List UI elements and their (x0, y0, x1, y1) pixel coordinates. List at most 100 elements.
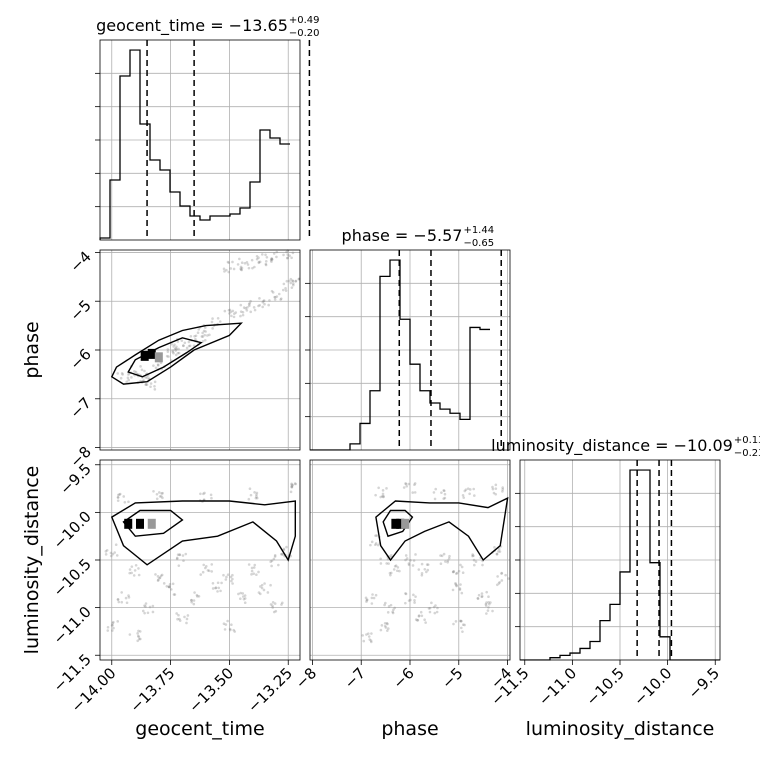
sample-point (176, 340, 180, 343)
sample-point (180, 339, 184, 342)
sample-point (374, 542, 378, 545)
sample-point (270, 257, 273, 260)
sample-point (239, 267, 243, 271)
sample-point (250, 258, 254, 262)
sample-point (249, 310, 253, 314)
sample-point (133, 569, 137, 572)
sample-point (365, 600, 368, 603)
sample-point (442, 489, 446, 492)
sample-point (177, 351, 181, 355)
panel-frame-geocent_time (99, 39, 301, 241)
sample-point (290, 483, 294, 487)
sample-point (110, 629, 114, 632)
sample-point (174, 353, 178, 357)
sample-point (386, 622, 389, 626)
sample-point (243, 261, 247, 265)
contour-outer (110, 322, 243, 385)
sample-point (485, 612, 488, 615)
sample-point (259, 585, 262, 588)
sample-point (480, 595, 484, 599)
sample-point (197, 595, 201, 598)
sample-point (172, 593, 176, 596)
sample-point (279, 298, 282, 301)
sample-point (407, 562, 411, 565)
sample-point (128, 568, 132, 571)
sample-point (232, 628, 236, 632)
sample-point (487, 595, 490, 599)
sample-point (183, 615, 186, 619)
sample-point (153, 380, 157, 384)
sample-point (383, 621, 387, 625)
sample-point (116, 598, 120, 601)
sample-point (407, 563, 411, 567)
sample-point (250, 573, 253, 576)
sample-point (241, 313, 245, 317)
sample-point (392, 568, 396, 571)
sample-point (455, 584, 458, 588)
sample-point (294, 482, 297, 486)
sample-point (137, 637, 141, 641)
sample-point (433, 497, 437, 501)
sample-point (176, 553, 180, 556)
sample-point (271, 291, 275, 294)
sample-point (208, 333, 211, 337)
sample-point (252, 566, 256, 569)
sample-point (287, 279, 291, 283)
sample-point (170, 342, 173, 346)
sample-point (242, 306, 246, 309)
sample-point (229, 310, 233, 314)
sample-point (197, 328, 201, 331)
sample-point (160, 573, 164, 577)
sample-point (172, 345, 175, 348)
sample-point (214, 586, 217, 590)
sample-point (118, 492, 122, 496)
sample-point (463, 623, 466, 627)
sample-point (290, 485, 294, 489)
sample-point (152, 364, 155, 367)
sample-point (137, 573, 141, 577)
sample-point (500, 571, 504, 575)
sample-point (485, 590, 488, 594)
sample-point (120, 600, 124, 604)
sample-point (426, 563, 430, 566)
sample-point (484, 604, 488, 607)
sample-point (114, 543, 118, 546)
sample-point (424, 621, 427, 624)
sample-point (246, 306, 249, 309)
sample-point (369, 639, 373, 642)
sample-point (214, 586, 218, 590)
sample-point (156, 363, 160, 366)
sample-point (226, 619, 229, 623)
sample-point (195, 593, 199, 597)
sample-point (430, 601, 433, 605)
sample-point (494, 483, 498, 487)
sample-point (230, 623, 233, 627)
sample-point (261, 305, 264, 309)
sample-point (201, 339, 205, 343)
sample-point (409, 558, 412, 562)
sample-point (173, 347, 177, 351)
sample-point (253, 265, 256, 269)
sample-point (272, 610, 276, 614)
sample-point (109, 551, 113, 555)
sample-point (291, 279, 294, 282)
sample-point (286, 253, 290, 256)
sample-point (151, 610, 155, 614)
sample-point (230, 314, 233, 318)
sample-point (134, 370, 138, 374)
title-plus-luminosity_distance: +0.13 (734, 435, 760, 446)
sample-point (206, 569, 210, 572)
sample-point (474, 560, 478, 563)
sample-point (143, 604, 146, 607)
y-tick-label-phase: −5 (66, 296, 94, 324)
sample-point (171, 582, 175, 586)
sample-point (446, 560, 449, 564)
sample-point (239, 303, 243, 307)
sample-point (387, 605, 391, 608)
sample-point (402, 486, 406, 489)
sample-point (395, 569, 399, 573)
x-axis-label-phase: phase (381, 718, 438, 740)
sample-point (504, 573, 507, 577)
density-peak-cell (154, 352, 163, 363)
